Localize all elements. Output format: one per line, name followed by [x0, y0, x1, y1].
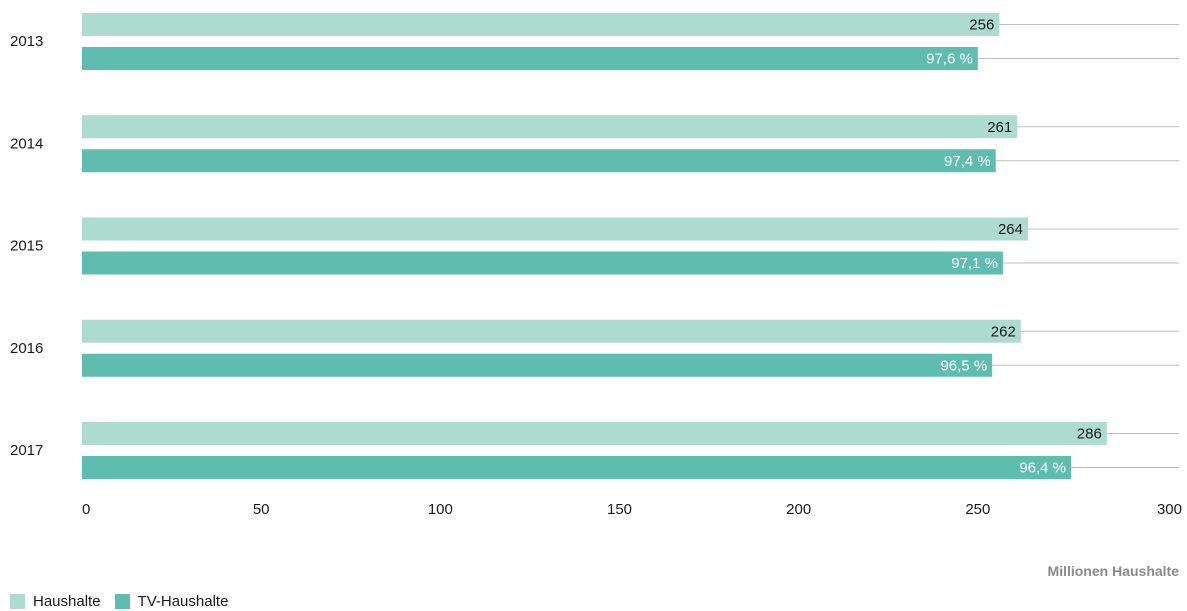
category-label: 2017 [10, 442, 43, 459]
legend-swatch-haushalte [10, 594, 25, 609]
bar-haushalte [82, 319, 1021, 343]
data-label-tv-haushalte: 96,5 % [940, 357, 987, 374]
data-label-haushalte: 261 [987, 119, 1012, 136]
x-tick-label: 200 [786, 501, 811, 518]
data-label-tv-haushalte: 97,1 % [951, 255, 998, 272]
legend-swatch-tv-haushalte [114, 594, 130, 609]
bar-tv-haushalte [82, 47, 978, 70]
bar-tv-haushalte [82, 353, 993, 377]
category-label: 2013 [10, 33, 43, 50]
data-label-tv-haushalte: 97,4 % [944, 153, 991, 170]
bar-tv-haushalte [82, 251, 1003, 275]
category-label: 2014 [10, 135, 43, 152]
data-label-tv-haushalte: 96,4 % [1019, 460, 1066, 477]
x-tick-label: 150 [607, 501, 632, 518]
x-tick-label: 100 [428, 501, 453, 518]
legend: Haushalte TV-Haushalte [10, 593, 242, 610]
x-tick-label: 300 [1157, 501, 1182, 518]
data-label-haushalte: 264 [998, 221, 1023, 238]
x-tick-label: 50 [253, 501, 270, 518]
legend-item-tv-haushalte: TV-Haushalte [114, 593, 229, 610]
x-axis-unit-label: Millionen Haushalte [1047, 563, 1179, 579]
bar-haushalte [82, 13, 1000, 36]
data-label-haushalte: 256 [969, 17, 994, 34]
bar-haushalte [82, 115, 1018, 139]
bar-haushalte [82, 422, 1107, 445]
legend-label-tv-haushalte: TV-Haushalte [137, 593, 229, 610]
bar-tv-haushalte [82, 456, 1071, 479]
x-tick-label: 250 [965, 501, 990, 518]
bar-tv-haushalte [82, 149, 996, 173]
bar-haushalte [82, 217, 1028, 241]
data-label-tv-haushalte: 97,6 % [926, 51, 973, 68]
legend-label-haushalte: Haushalte [33, 593, 101, 610]
category-label: 2015 [10, 238, 43, 255]
data-label-haushalte: 262 [991, 323, 1016, 340]
data-label-haushalte: 286 [1077, 426, 1102, 443]
legend-item-haushalte: Haushalte [10, 593, 101, 610]
x-tick-label: 0 [82, 501, 90, 518]
category-label: 2016 [10, 340, 43, 357]
